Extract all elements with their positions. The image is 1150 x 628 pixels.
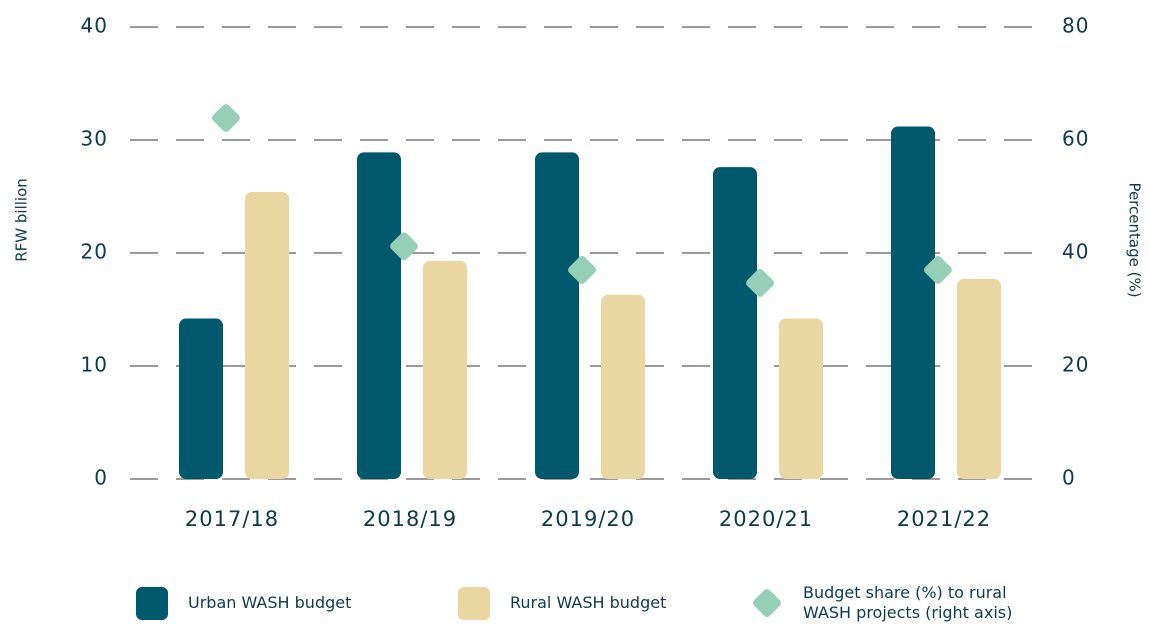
x-tick-label: 2018/19 [363, 507, 457, 531]
bar [891, 126, 935, 479]
legend-marker [753, 589, 781, 617]
y2-tick-label: 40 [1062, 240, 1089, 264]
x-tick-label: 2021/22 [897, 507, 991, 531]
y2-tick-label: 0 [1062, 466, 1076, 490]
y-tick-label: 10 [81, 353, 108, 377]
legend-swatch [458, 587, 490, 620]
y-tick-label: 20 [81, 240, 108, 264]
marker [212, 104, 240, 132]
marker [924, 256, 952, 284]
bar [601, 294, 645, 479]
x-tick-label: 2017/18 [185, 507, 279, 531]
marker [568, 256, 596, 284]
y-tick-label: 40 [81, 14, 108, 38]
legend-swatch [136, 587, 168, 620]
x-tick-label: 2020/21 [719, 507, 813, 531]
y-tick-label: 0 [94, 466, 108, 490]
marker [390, 232, 418, 261]
bar [357, 152, 401, 479]
bar [535, 152, 579, 479]
y2-tick-label: 20 [1062, 353, 1089, 377]
bar [423, 260, 467, 479]
bar [957, 278, 1001, 479]
legend-label: Rural WASH budget [510, 593, 667, 612]
x-tick-label: 2019/20 [541, 507, 635, 531]
y2-axis-title: Percentage (%) [1126, 182, 1144, 297]
bar [779, 318, 823, 479]
y-axis-title: RFW billion [13, 178, 31, 262]
marker [746, 269, 774, 297]
bar [713, 167, 757, 479]
y2-tick-label: 60 [1062, 127, 1089, 151]
legend-label: Urban WASH budget [188, 593, 352, 612]
legend-label: Budget share (%) to rural WASH projects … [803, 583, 1013, 622]
y2-tick-label: 80 [1062, 14, 1089, 38]
y-tick-label: 30 [81, 127, 108, 151]
bar [245, 191, 289, 480]
bar [179, 318, 223, 479]
